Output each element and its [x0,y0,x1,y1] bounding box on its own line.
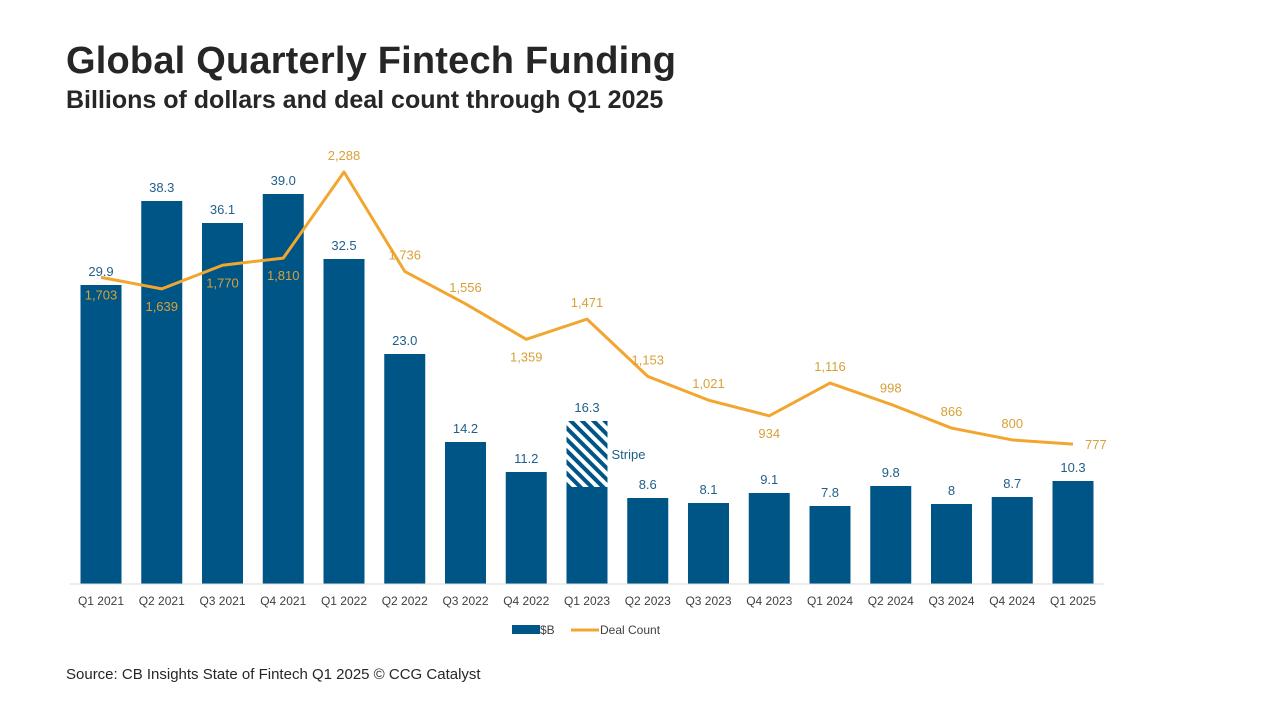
deal-count-series [100,170,1074,446]
bar-q3-2023 [688,503,729,584]
line-value-label: 866 [941,404,963,419]
line-value-label: 777 [1085,437,1107,452]
bar-q2-2022 [384,354,426,584]
x-tick-label: Q3 2024 [928,594,974,608]
line-value-label: 1,639 [145,299,178,314]
bar-value-label: 16.3 [574,400,599,415]
bar-value-label: 8.1 [699,482,717,497]
bar-highlight-stripe [566,421,608,487]
x-tick-label: Q1 2021 [78,594,124,608]
x-tick-label: Q2 2024 [868,594,914,608]
x-tick-label: Q1 2024 [807,594,853,608]
line-value-label: 800 [1001,416,1023,431]
bar-value-label: 8.7 [1003,476,1021,491]
bar-value-label: 36.1 [210,202,235,217]
bar-q4-2021 [262,194,304,584]
bar-q3-2021 [202,223,243,584]
funding-chart: 29.9 38.3 36.1 39.0 32.5 23.0 14.2 11.2 Stripe 16… [70,148,1107,637]
x-tick-label: Q4 2024 [989,594,1035,608]
bar-q3-2022 [445,442,486,584]
deal-count-line [100,170,1074,446]
bar-series [80,194,1094,584]
bar-q2-2023 [627,498,669,584]
x-tick-label: Q4 2023 [746,594,792,608]
chart-title: Global Quarterly Fintech Funding [66,40,677,82]
x-tick-label: Q2 2022 [382,594,428,608]
data-labels: 29.9 38.3 36.1 39.0 32.5 23.0 14.2 11.2 Stripe 16… [85,148,1107,500]
bar-q2-2021 [141,201,183,584]
x-tick-label: Q3 2021 [199,594,245,608]
line-value-label: 2,288 [328,148,361,163]
line-value-label: 1,703 [85,287,118,302]
line-value-label: 1,116 [814,359,846,374]
chart-subtitle: Billions of dollars and deal count throu… [66,86,664,114]
bar-q1-2025 [1052,481,1094,584]
line-value-label: 1,021 [692,376,725,391]
x-tick-label: Q4 2022 [503,594,549,608]
bar-value-label: 14.2 [453,421,478,436]
line-value-label: 1,810 [267,268,300,283]
legend-bar-label: $B [540,623,555,637]
bar-q2-2024 [870,486,912,584]
bar-value-label: 23.0 [392,333,417,348]
x-tick-label: Q3 2022 [442,594,488,608]
bar-value-label: 29.9 [88,264,113,279]
x-tick-label: Q4 2021 [260,594,306,608]
bar-value-label: 32.5 [331,238,356,253]
bar-value-label: 8 [948,483,955,498]
line-value-label: 1,736 [388,247,421,262]
line-value-label: 1,556 [449,280,482,295]
bar-q1-2021 [80,285,122,584]
line-value-label: 1,153 [631,352,664,367]
legend: $B Deal Count [512,623,661,637]
x-tick-label: Q3 2023 [685,594,731,608]
line-value-label: 1,471 [571,295,604,310]
bar-q4-2022 [505,472,547,584]
bar-q1-2024 [809,506,851,584]
bar-value-label: 9.1 [760,472,778,487]
annotation-stripe-label: Stripe [612,447,646,462]
bar-value-label: 10.3 [1060,460,1085,475]
bar-value-label: 11.2 [514,451,538,466]
x-tick-label: Q2 2023 [625,594,671,608]
line-value-label: 1,359 [510,349,543,364]
bar-value-label: 39.0 [271,173,296,188]
bar-q4-2024 [991,497,1033,584]
legend-bar-swatch [512,625,540,634]
source-note: Source: CB Insights State of Fintech Q1 … [66,666,481,683]
bar-q4-2023 [748,493,790,584]
line-value-label: 1,770 [206,275,239,290]
bar-value-label: 8.6 [639,477,657,492]
bar-q1-2023 [566,487,608,584]
x-tick-label: Q1 2025 [1050,594,1096,608]
line-value-label: 934 [758,426,780,441]
legend-line-label: Deal Count [600,623,661,637]
line-value-label: 998 [880,380,902,395]
bar-value-label: 9.8 [882,465,900,480]
bar-value-label: 7.8 [821,485,839,500]
x-tick-label: Q1 2023 [564,594,610,608]
bar-q1-2022 [323,259,365,584]
bar-value-label: 38.3 [149,180,174,195]
x-tick-label: Q1 2022 [321,594,367,608]
x-axis-ticks: Q1 2021 Q2 2021 Q3 2021 Q4 2021 Q1 2022 Q2 20… [78,594,1096,608]
x-tick-label: Q2 2021 [139,594,185,608]
bar-q3-2024 [931,504,972,584]
